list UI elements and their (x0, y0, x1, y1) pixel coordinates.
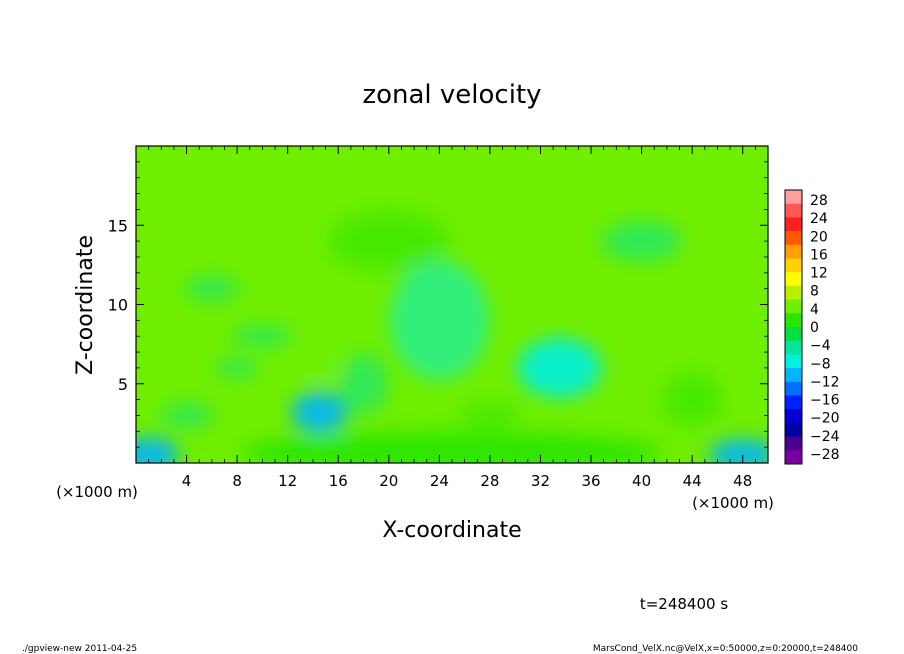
field-swirl-8 (459, 403, 520, 428)
field-feature-4 (291, 392, 348, 433)
y-axis-label: Z-coordinate (73, 235, 98, 375)
y-unit-label: (×1000 m) (56, 483, 138, 501)
chart-title: zonal velocity (362, 80, 541, 110)
x-tick-label: 44 (683, 472, 702, 490)
x-tick-label: 36 (581, 472, 600, 490)
colorbar-swatch (785, 354, 802, 369)
x-unit-label: (×1000 m) (692, 494, 774, 512)
field-swirl-6 (601, 221, 682, 262)
colorbar-swatch (785, 450, 802, 465)
x-tick-label: 28 (480, 472, 499, 490)
x-tick-label: 4 (182, 472, 192, 490)
colorbar-swatch (785, 395, 802, 410)
colorbar-label: 16 (810, 247, 828, 263)
colorbar-swatch (785, 381, 802, 396)
colorbar-label: −28 (810, 447, 840, 463)
y-tick-label: 5 (118, 375, 128, 394)
colorbar-label: 4 (810, 302, 819, 318)
colorbar-swatch (785, 422, 802, 437)
colorbar-swatch (785, 190, 802, 204)
field-swirl-0 (185, 276, 238, 301)
y-tick-label: 10 (108, 296, 128, 315)
colorbar-swatch (785, 258, 802, 273)
colorbar-label: −8 (810, 356, 831, 372)
colorbar-swatch (785, 231, 802, 246)
time-annotation: t=248400 s (640, 595, 728, 613)
colorbar-swatch (785, 299, 802, 314)
colorbar-swatch (785, 327, 802, 341)
colorbar-swatch (785, 203, 802, 218)
x-tick-label: 40 (632, 472, 651, 490)
colorbar-label: 20 (810, 229, 828, 245)
colorbar-label: 0 (810, 320, 819, 336)
field-feature-0 (242, 431, 662, 463)
field-swirl-5 (389, 260, 490, 381)
colorbar-label: 12 (810, 266, 828, 282)
footer-right: MarsCond_VelX.nc@VelX,x=0:50000,z=0:2000… (593, 644, 858, 654)
x-tick-label: 8 (232, 472, 242, 490)
colorbar-label: 28 (810, 193, 828, 209)
field-feature-3 (301, 353, 338, 382)
colorbar-swatch (785, 313, 802, 328)
x-tick-label: 48 (733, 472, 752, 490)
field-features (136, 211, 768, 463)
colorbar-label: 8 (810, 284, 819, 300)
colorbar-label: −16 (810, 393, 840, 409)
footer-left: ./gpview-new 2011-04-25 (22, 644, 137, 654)
colorbar-swatch (785, 409, 802, 424)
field-swirl-2 (215, 358, 260, 377)
field-feature-2 (708, 439, 768, 463)
x-axis-label: X-coordinate (382, 518, 521, 543)
colorbar-label: −12 (810, 374, 840, 390)
x-axis: 4 8 12 16 20 24 28 32 36 40 44 48 (148, 146, 756, 490)
y-axis: 5 10 15 (108, 161, 768, 448)
colorbar-swatch (785, 340, 802, 355)
colorbar-swatch (785, 217, 802, 232)
field-swirl-4 (328, 211, 449, 272)
field-feature-5 (517, 337, 602, 398)
colorbar-swatch (785, 368, 802, 383)
field-feature-6 (739, 312, 768, 393)
colorbar: 28 24 20 16 12 8 4 0 −4 −8 −12 −16 −20 −24 −28 (784, 189, 840, 465)
colorbar-swatch (785, 285, 802, 300)
field-swirl-1 (232, 326, 293, 347)
y-tick-label: 15 (108, 216, 128, 235)
x-tick-label: 32 (531, 472, 550, 490)
colorbar-swatch (785, 272, 802, 287)
colorbar-frame (784, 189, 803, 465)
field-swirl-9 (339, 353, 388, 414)
x-tick-label: 24 (430, 472, 449, 490)
field-swirl-3 (160, 403, 213, 428)
colorbar-label: −24 (810, 429, 840, 445)
x-tick-label: 20 (379, 472, 398, 490)
x-tick-label: 16 (329, 472, 348, 490)
colorbar-swatch (785, 244, 802, 259)
field-swirl-7 (662, 373, 723, 426)
colorbar-swatch (785, 436, 802, 451)
colorbar-label: −4 (810, 338, 831, 354)
x-tick-label: 12 (278, 472, 297, 490)
colorbar-label: 24 (810, 211, 828, 227)
field-feature-1 (136, 437, 179, 463)
colorbar-label: −20 (810, 411, 840, 427)
plot-area (136, 146, 768, 463)
